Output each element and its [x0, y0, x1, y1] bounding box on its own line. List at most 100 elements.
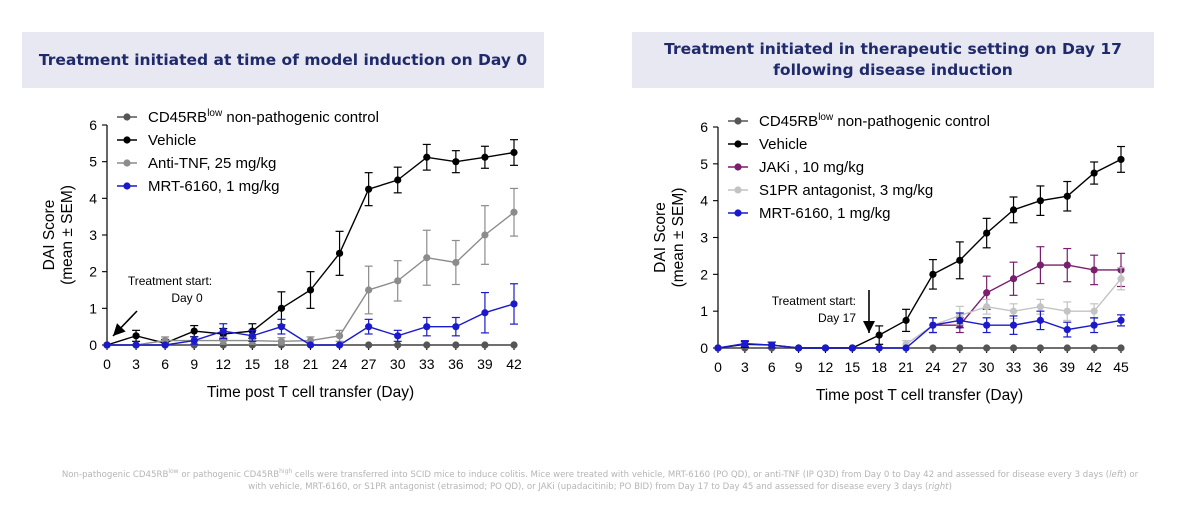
x-tick-label: 9: [190, 356, 198, 372]
x-tick-label: 39: [1059, 359, 1075, 375]
x-axis-label: Time post T cell transfer (Day): [207, 384, 414, 401]
legend-swatch-marker: [123, 136, 131, 144]
x-tick-label: 3: [741, 359, 749, 375]
annotation-arrow-head: [113, 323, 126, 336]
data-point: [929, 344, 937, 352]
data-point: [481, 153, 489, 161]
data-point: [1117, 316, 1125, 324]
x-tick-label: 18: [274, 356, 290, 372]
data-point: [394, 332, 402, 340]
data-point: [1090, 321, 1098, 329]
data-point: [365, 341, 373, 349]
data-point: [983, 289, 991, 297]
y-axis-label-sub: (mean ± SEM): [670, 188, 687, 288]
right-chart-title: Treatment initiated in therapeutic setti…: [632, 32, 1154, 88]
series-mrt-6160-1-mg-kg: [714, 310, 1125, 352]
data-point: [132, 332, 140, 340]
data-point: [1009, 344, 1018, 352]
data-point: [335, 249, 344, 257]
data-point: [1063, 344, 1071, 352]
footnote: Non-pathogenic CD45RBlow or pathogenic C…: [61, 468, 1139, 492]
y-axis-label-sub: (mean ± SEM): [59, 185, 76, 285]
data-point: [510, 208, 518, 216]
data-point: [1009, 206, 1018, 214]
y-tick-label: 4: [89, 190, 97, 206]
data-point: [741, 339, 749, 348]
data-point: [1036, 261, 1044, 269]
y-tick-label: 3: [700, 230, 708, 246]
y-tick-label: 4: [700, 193, 708, 209]
series-line: [932, 264, 1121, 326]
legend-label: Vehicle: [759, 136, 807, 153]
data-point: [1090, 169, 1098, 177]
legend-swatch-marker: [734, 209, 742, 217]
data-point: [132, 341, 140, 349]
annotation-line1: Treatment start:: [128, 274, 212, 288]
treatment-start-annotation: Treatment start: Day 0: [112, 274, 212, 337]
data-point: [510, 300, 518, 308]
data-point: [161, 341, 169, 349]
data-point: [983, 321, 991, 329]
data-point: [1036, 303, 1044, 311]
data-point: [956, 316, 964, 324]
data-point: [423, 323, 431, 331]
legend-label: Vehicle: [148, 132, 196, 149]
series-vehicle: [103, 139, 518, 349]
data-point: [929, 321, 937, 329]
x-tick-label: 3: [132, 356, 140, 372]
legend-label: S1PR antagonist, 3 mg/kg: [759, 182, 933, 199]
y-tick-label: 1: [700, 303, 708, 319]
data-point: [1090, 344, 1098, 352]
x-tick-label: 9: [795, 359, 803, 375]
legend-swatch-marker: [734, 186, 742, 194]
x-tick-label: 45: [1113, 359, 1129, 375]
y-tick-label: 0: [89, 337, 97, 353]
x-tick-label: 33: [419, 356, 435, 372]
y-tick-label: 5: [700, 156, 708, 172]
legend-swatch-marker: [734, 140, 742, 148]
data-point: [190, 327, 198, 335]
x-tick-label: 0: [714, 359, 722, 375]
legend: CD45RBlow non-pathogenic control Vehicle J…: [728, 112, 990, 222]
data-point: [277, 323, 286, 331]
data-point: [848, 344, 856, 352]
annotation-line2: Day 17: [818, 311, 856, 325]
legend-swatch-marker: [123, 159, 131, 167]
data-point: [277, 337, 286, 345]
x-tick-label: 15: [245, 356, 261, 372]
data-point: [1090, 266, 1098, 274]
data-point: [875, 344, 883, 352]
x-tick-label: 42: [506, 356, 522, 372]
legend-swatch-marker: [123, 113, 131, 121]
data-point: [1063, 307, 1071, 315]
data-point: [1117, 275, 1125, 283]
data-point: [902, 316, 910, 324]
left-chart-title: Treatment initiated at time of model ind…: [22, 32, 544, 88]
x-tick-label: 0: [103, 356, 111, 372]
legend-label: JAKi , 10 mg/kg: [759, 159, 864, 176]
x-tick-label: 30: [390, 356, 406, 372]
data-point: [452, 341, 460, 349]
data-point: [1117, 155, 1125, 164]
data-point: [1009, 321, 1018, 329]
data-point: [956, 256, 964, 264]
data-point: [902, 344, 910, 352]
data-point: [795, 344, 803, 352]
x-tick-label: 15: [845, 359, 861, 375]
x-tick-label: 30: [979, 359, 995, 375]
data-point: [365, 286, 373, 294]
legend-label: CD45RBlow non-pathogenic control: [759, 112, 990, 130]
data-point: [510, 148, 518, 157]
data-point: [768, 341, 776, 349]
x-tick-label: 24: [332, 356, 348, 372]
x-tick-label: 21: [303, 356, 319, 372]
x-tick-label: 6: [768, 359, 776, 375]
legend-swatch-marker: [734, 117, 742, 125]
data-point: [219, 327, 227, 335]
series-mrt-6160-1-mg-kg: [103, 283, 518, 349]
data-point: [365, 185, 373, 193]
x-tick-label: 33: [1006, 359, 1022, 375]
data-point: [481, 309, 489, 317]
